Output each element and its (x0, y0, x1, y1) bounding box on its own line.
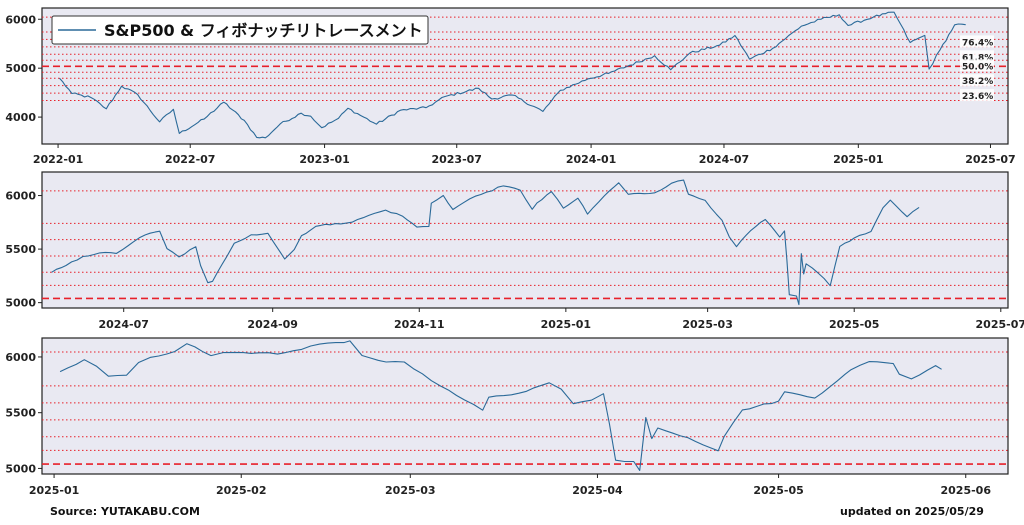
plot-area (41, 337, 1009, 475)
x-tick-label: 2023-07 (431, 153, 482, 166)
fib-label-bg (960, 59, 994, 72)
x-tick-label: 2025-01 (833, 153, 884, 166)
fib-level-label: 61.8% (962, 53, 993, 63)
x-tick-label: 2025-05 (829, 318, 880, 331)
y-tick-label: 5500 (5, 243, 36, 256)
chart-panel-ytd: 2025-01 2025-02 2025-03 2025-04 2025-05 2025-… (5, 337, 1009, 497)
updated-text: updated on 2025/05/29 (840, 505, 984, 518)
x-tick-label: 2025-05 (753, 484, 804, 497)
x-tick-label: 2025-03 (385, 484, 436, 497)
x-tick-label: 2025-07 (976, 318, 1024, 331)
y-tick-label: 5000 (5, 62, 36, 75)
chart-panel-one-year: 2024-07 2024-09 2024-11 2025-01 2025-03 2025-… (5, 171, 1024, 331)
y-tick-label: 5500 (5, 407, 36, 420)
fib-level-label: 38.2% (962, 77, 993, 87)
x-tick-label: 2024-07 (98, 318, 149, 331)
chart-title: S&P500 & フィボナッチリトレースメント (104, 21, 423, 40)
y-tick-label: 6000 (5, 13, 36, 26)
y-tick-label: 5000 (5, 297, 36, 310)
y-tick-label: 4000 (5, 111, 36, 124)
y-tick-label: 6000 (5, 190, 36, 203)
chart-panel-full-range: 2022-01 2022-07 2023-01 2023-07 2024-01 2024-… (5, 7, 1016, 166)
source-text: Source: YUTAKABU.COM (50, 505, 200, 518)
x-tick-label: 2025-02 (216, 484, 267, 497)
sp500-series-line (51, 179, 920, 306)
y-tick-label: 5000 (5, 462, 36, 475)
sp500-series-line (59, 11, 966, 139)
fib-label-bg (960, 35, 994, 48)
chart-legend: S&P500 & フィボナッチリトレースメント (51, 15, 429, 45)
fib-level-label: 23.6% (962, 92, 993, 102)
y-tick-label: 6000 (5, 351, 36, 364)
legend-box (51, 15, 429, 45)
x-tick-label: 2025-01 (29, 484, 80, 497)
x-tick-label: 2025-01 (541, 318, 592, 331)
x-tick-label: 2024-01 (566, 153, 617, 166)
x-tick-label: 2022-01 (33, 153, 84, 166)
x-tick-label: 2022-07 (165, 153, 216, 166)
x-tick-label: 2025-04 (572, 484, 623, 497)
fib-label-bg (960, 74, 994, 87)
x-tick-label: 2024-11 (394, 318, 445, 331)
sp500-series-line (59, 340, 942, 471)
x-tick-label: 2024-07 (699, 153, 750, 166)
x-tick-label: 2025-03 (682, 318, 733, 331)
x-tick-label: 2025-06 (940, 484, 991, 497)
fib-level-label: 76.4% (962, 38, 993, 48)
x-tick-label: 2024-09 (247, 318, 298, 331)
x-tick-label: 2025-07 (965, 153, 1016, 166)
x-tick-label: 2023-01 (299, 153, 350, 166)
fib-level-label: 50.0% (962, 62, 993, 72)
fib-label-bg (960, 89, 994, 102)
